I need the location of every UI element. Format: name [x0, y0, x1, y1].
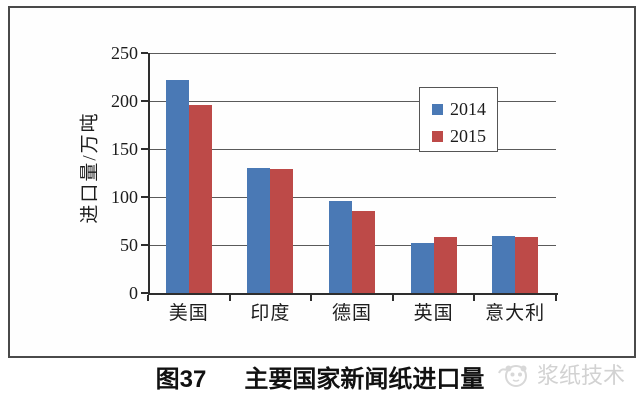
y-tick-label: 200 [111, 91, 138, 111]
x-tick-mark [555, 295, 557, 301]
figure-caption: 图37 主要国家新闻纸进口量 [0, 366, 640, 394]
y-tick-label: 250 [111, 43, 138, 63]
y-tick-label: 50 [120, 235, 138, 255]
x-tick-mark [147, 295, 149, 301]
bar-2015-cat1 [270, 169, 294, 293]
legend-label-2014: 2014 [450, 99, 486, 119]
y-tick-label: 100 [111, 187, 138, 207]
bar-2015-cat2 [352, 211, 375, 293]
gridline-100 [148, 196, 556, 198]
gridline-150 [148, 148, 556, 150]
x-category-label: 印度 [250, 303, 291, 324]
gridline-250 [148, 52, 556, 54]
chart-legend: 2014 2015 [419, 87, 498, 152]
x-category-label: 意大利 [485, 303, 546, 324]
gridline-200 [148, 100, 556, 102]
x-tick-mark [228, 295, 231, 301]
x-category-label: 美国 [168, 303, 209, 324]
chart-frame [8, 6, 636, 358]
y-tick-label: 150 [111, 139, 138, 159]
figure-title: 主要国家新闻纸进口量 [244, 366, 485, 393]
x-tick-mark [391, 295, 394, 301]
panda-logo-icon [498, 365, 527, 387]
legend-item-2014: 2014 [432, 98, 497, 120]
x-category-label: 英国 [413, 303, 454, 324]
legend-item-2015: 2015 [432, 125, 497, 147]
x-axis-line [148, 293, 558, 295]
bar-2015-cat0 [188, 104, 212, 293]
x-tick-mark [310, 295, 313, 301]
y-axis-line [148, 53, 150, 295]
bar-2015-cat4 [515, 237, 539, 293]
bar-2014-cat4 [492, 236, 516, 293]
bar-2015-cat3 [433, 237, 457, 293]
bar-2014-cat3 [410, 243, 434, 293]
y-tick-label: 0 [129, 283, 138, 303]
watermark-text: 浆纸技术 [537, 363, 626, 388]
figure-number: 图37 [155, 366, 207, 393]
bar-2014-cat2 [329, 200, 352, 293]
legend-swatch-2015-icon [432, 130, 443, 142]
legend-label-2015: 2015 [450, 126, 486, 146]
y-tick-mark [141, 100, 148, 102]
y-tick-mark [141, 292, 148, 294]
y-tick-mark [141, 196, 148, 198]
x-category-label: 德国 [331, 303, 372, 324]
y-tick-mark [141, 244, 148, 246]
y-tick-mark [141, 148, 148, 150]
bar-2014-cat0 [165, 79, 189, 293]
y-tick-mark [141, 52, 148, 54]
x-tick-mark [473, 295, 476, 301]
bar-2014-cat1 [247, 168, 271, 293]
watermark: 浆纸技术 [496, 359, 625, 393]
legend-swatch-2014-icon [432, 103, 443, 115]
